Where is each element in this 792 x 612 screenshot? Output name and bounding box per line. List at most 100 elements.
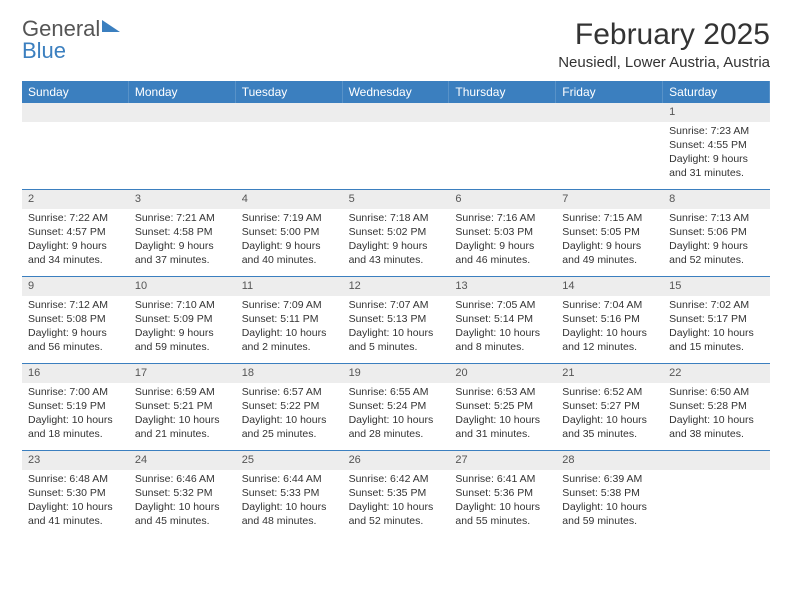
day-body: Sunrise: 7:22 AMSunset: 4:57 PMDaylight:…	[22, 209, 129, 272]
daylight: Daylight: 9 hours and 31 minutes.	[669, 152, 764, 180]
sunset: Sunset: 5:25 PM	[455, 399, 550, 413]
sunrise: Sunrise: 7:05 AM	[455, 298, 550, 312]
day-body: Sunrise: 7:13 AMSunset: 5:06 PMDaylight:…	[663, 209, 770, 272]
daylight: Daylight: 9 hours and 46 minutes.	[455, 239, 550, 267]
day-cell: 14Sunrise: 7:04 AMSunset: 5:16 PMDayligh…	[556, 277, 663, 363]
sunrise: Sunrise: 7:10 AM	[135, 298, 230, 312]
daylight: Daylight: 10 hours and 41 minutes.	[28, 500, 123, 528]
title-block: February 2025 Neusiedl, Lower Austria, A…	[558, 18, 770, 71]
sunset: Sunset: 5:36 PM	[455, 486, 550, 500]
day-cell: 18Sunrise: 6:57 AMSunset: 5:22 PMDayligh…	[236, 364, 343, 450]
sunset: Sunset: 4:55 PM	[669, 138, 764, 152]
day-number: 8	[663, 190, 770, 209]
day-number	[343, 103, 450, 122]
day-number: 7	[556, 190, 663, 209]
dow-cell: Tuesday	[236, 81, 343, 103]
day-cell: 1Sunrise: 7:23 AMSunset: 4:55 PMDaylight…	[663, 103, 770, 189]
daylight: Daylight: 10 hours and 2 minutes.	[242, 326, 337, 354]
daylight: Daylight: 10 hours and 45 minutes.	[135, 500, 230, 528]
daylight: Daylight: 10 hours and 59 minutes.	[562, 500, 657, 528]
day-body: Sunrise: 6:39 AMSunset: 5:38 PMDaylight:…	[556, 470, 663, 533]
daylight: Daylight: 10 hours and 12 minutes.	[562, 326, 657, 354]
daylight: Daylight: 10 hours and 25 minutes.	[242, 413, 337, 441]
sunrise: Sunrise: 6:48 AM	[28, 472, 123, 486]
day-cell	[22, 103, 129, 189]
sunset: Sunset: 5:17 PM	[669, 312, 764, 326]
day-number: 27	[449, 451, 556, 470]
day-cell: 17Sunrise: 6:59 AMSunset: 5:21 PMDayligh…	[129, 364, 236, 450]
sunset: Sunset: 5:19 PM	[28, 399, 123, 413]
day-body: Sunrise: 7:19 AMSunset: 5:00 PMDaylight:…	[236, 209, 343, 272]
day-body: Sunrise: 7:10 AMSunset: 5:09 PMDaylight:…	[129, 296, 236, 359]
sunrise: Sunrise: 7:23 AM	[669, 124, 764, 138]
daylight: Daylight: 9 hours and 52 minutes.	[669, 239, 764, 267]
daylight: Daylight: 9 hours and 37 minutes.	[135, 239, 230, 267]
sunset: Sunset: 5:14 PM	[455, 312, 550, 326]
day-cell: 26Sunrise: 6:42 AMSunset: 5:35 PMDayligh…	[343, 451, 450, 537]
day-body	[663, 470, 770, 476]
day-cell: 13Sunrise: 7:05 AMSunset: 5:14 PMDayligh…	[449, 277, 556, 363]
sunset: Sunset: 4:58 PM	[135, 225, 230, 239]
day-body: Sunrise: 7:09 AMSunset: 5:11 PMDaylight:…	[236, 296, 343, 359]
day-cell: 19Sunrise: 6:55 AMSunset: 5:24 PMDayligh…	[343, 364, 450, 450]
sunset: Sunset: 5:38 PM	[562, 486, 657, 500]
day-body: Sunrise: 6:53 AMSunset: 5:25 PMDaylight:…	[449, 383, 556, 446]
day-body: Sunrise: 6:44 AMSunset: 5:33 PMDaylight:…	[236, 470, 343, 533]
sunset: Sunset: 5:32 PM	[135, 486, 230, 500]
sunrise: Sunrise: 6:42 AM	[349, 472, 444, 486]
day-body	[129, 122, 236, 128]
sunrise: Sunrise: 7:21 AM	[135, 211, 230, 225]
day-cell: 10Sunrise: 7:10 AMSunset: 5:09 PMDayligh…	[129, 277, 236, 363]
day-number: 9	[22, 277, 129, 296]
day-cell: 28Sunrise: 6:39 AMSunset: 5:38 PMDayligh…	[556, 451, 663, 537]
day-cell: 8Sunrise: 7:13 AMSunset: 5:06 PMDaylight…	[663, 190, 770, 276]
sunset: Sunset: 5:28 PM	[669, 399, 764, 413]
day-number: 17	[129, 364, 236, 383]
dow-cell: Monday	[129, 81, 236, 103]
day-cell	[129, 103, 236, 189]
sunset: Sunset: 5:06 PM	[669, 225, 764, 239]
day-cell: 5Sunrise: 7:18 AMSunset: 5:02 PMDaylight…	[343, 190, 450, 276]
month-title: February 2025	[558, 18, 770, 52]
sunrise: Sunrise: 7:09 AM	[242, 298, 337, 312]
daylight: Daylight: 9 hours and 43 minutes.	[349, 239, 444, 267]
day-cell: 7Sunrise: 7:15 AMSunset: 5:05 PMDaylight…	[556, 190, 663, 276]
day-number	[129, 103, 236, 122]
day-cell: 22Sunrise: 6:50 AMSunset: 5:28 PMDayligh…	[663, 364, 770, 450]
day-body: Sunrise: 6:48 AMSunset: 5:30 PMDaylight:…	[22, 470, 129, 533]
sunset: Sunset: 5:24 PM	[349, 399, 444, 413]
day-body	[449, 122, 556, 128]
day-number: 15	[663, 277, 770, 296]
daylight: Daylight: 10 hours and 52 minutes.	[349, 500, 444, 528]
day-body: Sunrise: 7:21 AMSunset: 4:58 PMDaylight:…	[129, 209, 236, 272]
logo: General Blue	[22, 18, 120, 62]
day-number	[556, 103, 663, 122]
daylight: Daylight: 9 hours and 59 minutes.	[135, 326, 230, 354]
daylight: Daylight: 9 hours and 34 minutes.	[28, 239, 123, 267]
day-number	[449, 103, 556, 122]
sunset: Sunset: 5:30 PM	[28, 486, 123, 500]
day-of-week-header: SundayMondayTuesdayWednesdayThursdayFrid…	[22, 81, 770, 103]
sunset: Sunset: 5:00 PM	[242, 225, 337, 239]
day-number: 20	[449, 364, 556, 383]
daylight: Daylight: 10 hours and 31 minutes.	[455, 413, 550, 441]
sunrise: Sunrise: 7:04 AM	[562, 298, 657, 312]
sunset: Sunset: 5:16 PM	[562, 312, 657, 326]
day-body: Sunrise: 7:05 AMSunset: 5:14 PMDaylight:…	[449, 296, 556, 359]
sunrise: Sunrise: 7:15 AM	[562, 211, 657, 225]
day-cell: 6Sunrise: 7:16 AMSunset: 5:03 PMDaylight…	[449, 190, 556, 276]
day-number: 10	[129, 277, 236, 296]
sunrise: Sunrise: 6:55 AM	[349, 385, 444, 399]
day-number	[236, 103, 343, 122]
daylight: Daylight: 9 hours and 49 minutes.	[562, 239, 657, 267]
sunrise: Sunrise: 7:19 AM	[242, 211, 337, 225]
day-body: Sunrise: 7:04 AMSunset: 5:16 PMDaylight:…	[556, 296, 663, 359]
day-body	[343, 122, 450, 128]
sunrise: Sunrise: 6:52 AM	[562, 385, 657, 399]
day-body: Sunrise: 7:18 AMSunset: 5:02 PMDaylight:…	[343, 209, 450, 272]
sunset: Sunset: 5:33 PM	[242, 486, 337, 500]
day-body	[22, 122, 129, 128]
day-cell: 16Sunrise: 7:00 AMSunset: 5:19 PMDayligh…	[22, 364, 129, 450]
sunset: Sunset: 5:13 PM	[349, 312, 444, 326]
daylight: Daylight: 10 hours and 48 minutes.	[242, 500, 337, 528]
